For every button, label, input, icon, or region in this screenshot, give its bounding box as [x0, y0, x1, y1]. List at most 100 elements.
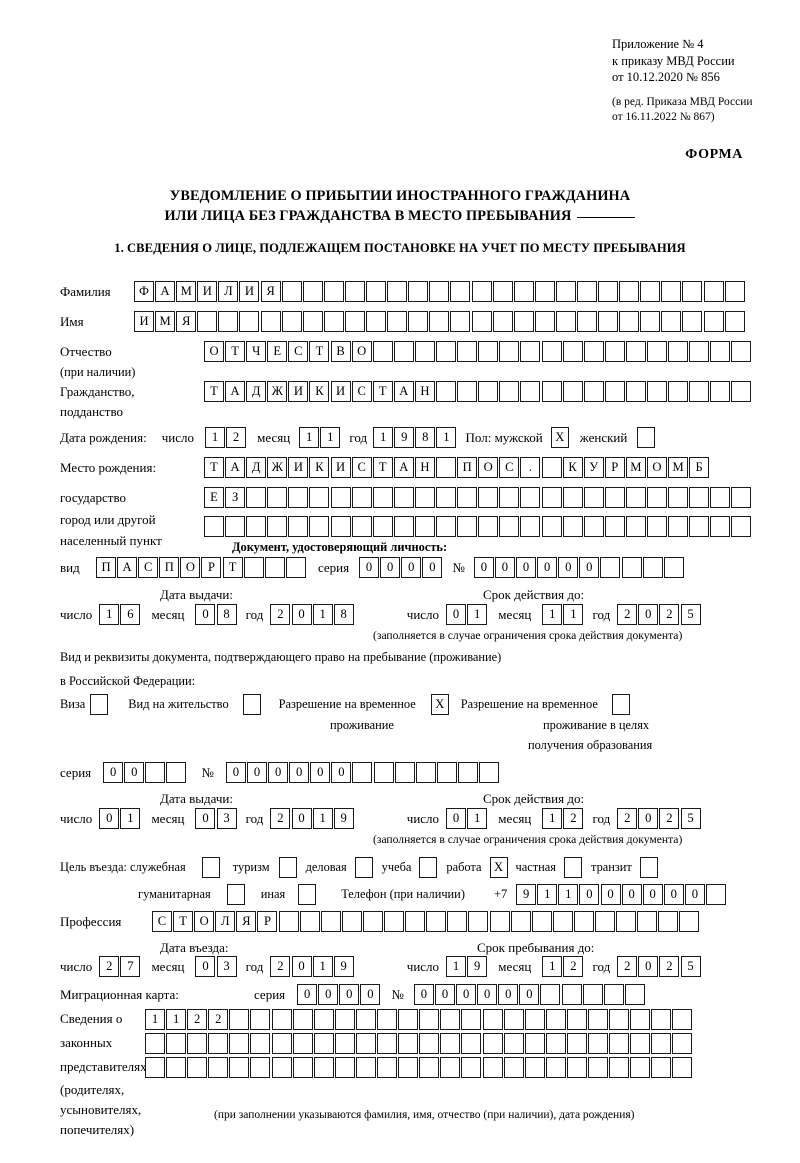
char-cell[interactable]: 0	[473, 557, 494, 578]
char-cell[interactable]	[499, 381, 520, 402]
char-cell[interactable]	[513, 281, 534, 302]
char-cell[interactable]: 0	[435, 984, 456, 1005]
char-cell[interactable]	[587, 1033, 608, 1054]
char-cell[interactable]	[661, 281, 682, 302]
char-cell[interactable]: Я	[260, 281, 281, 302]
char-cell[interactable]	[640, 281, 661, 302]
char-cell[interactable]	[447, 911, 468, 932]
char-cell[interactable]: Д	[246, 381, 267, 402]
char-cell[interactable]	[724, 311, 745, 332]
char-cell[interactable]	[710, 341, 731, 362]
char-cell[interactable]	[724, 281, 745, 302]
char-cell[interactable]: С	[351, 457, 372, 478]
char-cell[interactable]: О	[180, 557, 201, 578]
char-cell[interactable]	[689, 516, 710, 537]
char-cell[interactable]	[619, 281, 640, 302]
char-cell[interactable]	[566, 1057, 587, 1078]
char-cell[interactable]	[362, 911, 383, 932]
char-cell[interactable]: 0	[401, 557, 422, 578]
char-cell[interactable]: 1	[120, 808, 141, 829]
char-cell[interactable]	[302, 281, 323, 302]
char-cell[interactable]: Ж	[267, 381, 288, 402]
char-cell[interactable]	[323, 281, 344, 302]
char-cell[interactable]: 9	[394, 427, 415, 448]
char-cell[interactable]: 1	[373, 427, 394, 448]
char-cell[interactable]	[145, 762, 166, 783]
char-cell[interactable]	[545, 1057, 566, 1078]
char-cell[interactable]	[436, 516, 457, 537]
char-cell[interactable]: О	[478, 457, 499, 478]
char-cell[interactable]	[503, 1009, 524, 1030]
char-cell[interactable]: 0	[360, 984, 381, 1005]
char-cell[interactable]	[351, 487, 372, 508]
char-cell[interactable]	[204, 516, 224, 537]
char-cell[interactable]: А	[117, 557, 138, 578]
char-cell[interactable]: 0	[291, 604, 312, 625]
residence-permit-checkbox[interactable]	[242, 694, 261, 715]
char-cell[interactable]	[260, 311, 281, 332]
char-cell[interactable]: 0	[359, 557, 380, 578]
char-cell[interactable]	[313, 1033, 334, 1054]
char-cell[interactable]	[566, 1033, 587, 1054]
char-cell[interactable]	[461, 1009, 482, 1030]
char-cell[interactable]: 1	[542, 604, 563, 625]
char-cell[interactable]: 2	[187, 1009, 208, 1030]
char-cell[interactable]: 2	[99, 956, 120, 977]
char-cell[interactable]	[482, 1033, 503, 1054]
char-cell[interactable]	[341, 911, 362, 932]
char-cell[interactable]	[292, 1057, 313, 1078]
char-cell[interactable]	[646, 487, 667, 508]
char-cell[interactable]	[731, 516, 752, 537]
char-cell[interactable]	[562, 516, 583, 537]
char-cell[interactable]: 0	[537, 557, 558, 578]
char-cell[interactable]	[598, 311, 619, 332]
char-cell[interactable]	[313, 1009, 334, 1030]
char-cell[interactable]: И	[288, 457, 309, 478]
char-cell[interactable]: Ф	[134, 281, 154, 302]
char-cell[interactable]	[703, 311, 724, 332]
char-cell[interactable]	[492, 281, 513, 302]
char-cell[interactable]: О	[194, 911, 215, 932]
char-cell[interactable]	[373, 762, 394, 783]
char-cell[interactable]	[239, 311, 260, 332]
char-cell[interactable]: 1	[446, 956, 467, 977]
char-cell[interactable]: Т	[204, 381, 224, 402]
char-cell[interactable]: 2	[659, 604, 680, 625]
char-cell[interactable]	[285, 557, 306, 578]
char-cell[interactable]	[583, 516, 604, 537]
char-cell[interactable]	[398, 1033, 419, 1054]
char-cell[interactable]	[309, 487, 330, 508]
char-cell[interactable]: 0	[638, 956, 659, 977]
char-cell[interactable]	[552, 911, 573, 932]
char-cell[interactable]: К	[309, 381, 330, 402]
char-cell[interactable]: 1	[312, 604, 333, 625]
char-cell[interactable]	[414, 341, 435, 362]
char-cell[interactable]	[679, 911, 700, 932]
purpose-other-checkbox[interactable]	[298, 884, 317, 905]
char-cell[interactable]	[457, 381, 478, 402]
purpose-humanitarian-checkbox[interactable]	[226, 884, 245, 905]
char-cell[interactable]	[661, 311, 682, 332]
char-cell[interactable]: С	[288, 341, 309, 362]
char-cell[interactable]: Т	[204, 457, 224, 478]
char-cell[interactable]	[668, 516, 689, 537]
char-cell[interactable]: С	[138, 557, 159, 578]
char-cell[interactable]	[478, 381, 499, 402]
char-cell[interactable]: 0	[99, 808, 120, 829]
char-cell[interactable]: 0	[579, 884, 600, 905]
char-cell[interactable]: О	[646, 457, 667, 478]
char-cell[interactable]: 2	[617, 604, 638, 625]
char-cell[interactable]: А	[155, 281, 176, 302]
char-cell[interactable]: Н	[414, 457, 435, 478]
char-cell[interactable]: М	[176, 281, 197, 302]
char-cell[interactable]: Т	[372, 381, 393, 402]
char-cell[interactable]	[625, 381, 646, 402]
char-cell[interactable]: 0	[638, 604, 659, 625]
char-cell[interactable]	[377, 1009, 398, 1030]
char-cell[interactable]	[540, 984, 561, 1005]
char-cell[interactable]	[731, 341, 752, 362]
